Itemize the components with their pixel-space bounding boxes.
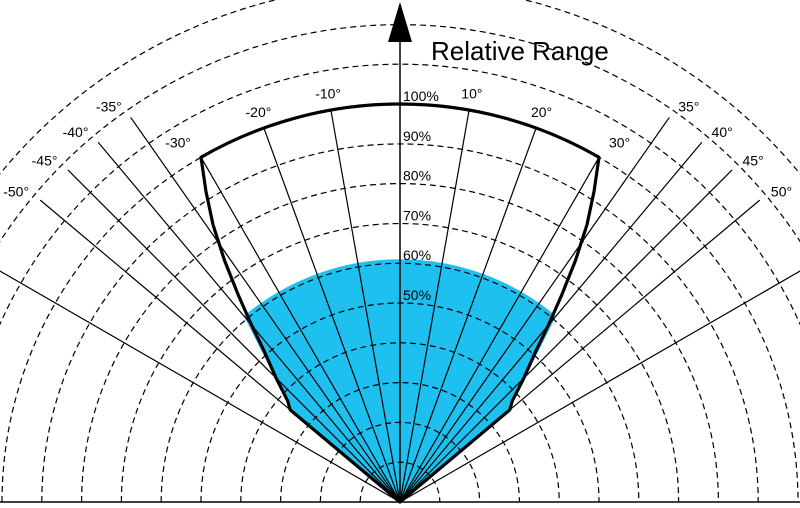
ring-label-100: 100% [403,88,439,104]
angle-label-neg45: -45° [32,152,58,168]
vertical-axis-layer [388,2,412,502]
angle-ray-layer [0,109,800,503]
axis-arrow-icon [388,2,412,42]
range-outline [199,102,601,504]
angle-ray-35 [399,116,670,503]
range-ring-80 [81,183,719,503]
angle-label-neg40: -40° [63,124,89,140]
angle-label-30: 30° [609,135,630,151]
angle-label-35: 35° [678,99,699,115]
angle-label-neg30: -30° [165,135,191,151]
angle-ray-neg10 [330,109,401,503]
angle-ray-30 [399,157,600,503]
chart-title: Relative Range [431,36,609,66]
angle-label-neg50: -50° [3,183,29,199]
ring-label-60: 60% [403,247,431,263]
angle-label-50: 50° [771,183,792,199]
angle-ray-neg35 [130,116,401,503]
angle-ray-neg60 [0,270,401,503]
angle-label-40: 40° [712,124,733,140]
ring-label-80: 80% [403,168,431,184]
range-outline-layer [199,102,601,504]
ring-label-50: 50% [403,287,431,303]
angle-label-neg20: -20° [246,104,272,120]
angle-ray-10 [399,109,470,503]
ring-label-70: 70% [403,207,431,223]
ring-label-90: 90% [403,128,431,144]
angle-ray-neg30 [200,157,401,503]
angle-label-neg35: -35° [96,99,122,115]
angle-ray-neg20 [263,127,401,503]
angle-ray-20 [399,127,537,503]
angle-ray-45 [399,169,733,503]
angle-label-10: 10° [461,85,482,101]
angle-label-20: 20° [531,104,552,120]
angle-label-neg10: -10° [315,85,341,101]
label-layer: 50%60%70%80%90%100%-60°-50°-45°-40°-35°-… [3,85,792,303]
angle-ray-60 [399,270,800,503]
angle-ray-neg45 [67,169,401,503]
range-ring-40 [240,342,560,503]
angle-label-45: 45° [743,152,764,168]
